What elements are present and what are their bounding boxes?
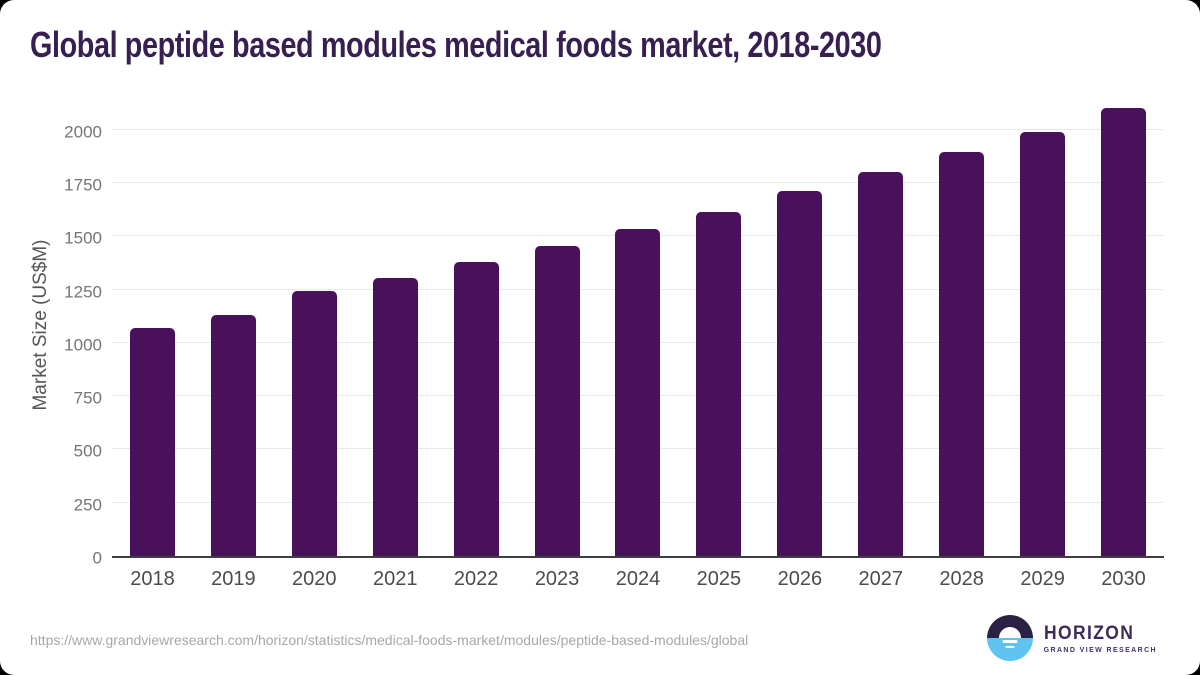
plot-area — [112, 89, 1164, 558]
x-tick-label-2019: 2019 — [211, 568, 256, 590]
y-tick-label-2000: 2000 — [64, 122, 102, 142]
bar-2026 — [777, 191, 823, 556]
bar-2019 — [210, 315, 256, 556]
bar-2024 — [615, 228, 661, 556]
bar-slot-2018 — [112, 89, 193, 556]
x-axis-labels: 2018 2019 2020 2021 2022 2023 2024 2025 2026 2027… — [112, 568, 1164, 591]
bar-slot-2029 — [1002, 89, 1083, 556]
bar-2018 — [129, 327, 175, 556]
logo-subtitle: GRAND VIEW RESEARCH — [1043, 646, 1157, 654]
y-axis-ticks: 0 250 500 750 1000 1250 1500 1750 2000 — [0, 89, 102, 566]
x-tick-label-2018: 2018 — [130, 568, 175, 590]
bar-slot-2028 — [921, 89, 1002, 556]
x-tick-label-2022: 2022 — [453, 568, 499, 590]
gridline-2000 — [112, 128, 1164, 130]
logo-title: HORIZON — [1043, 622, 1134, 644]
chart-title: Global peptide based modules medical foo… — [30, 24, 882, 65]
x-tick-label-2026: 2026 — [777, 568, 823, 590]
bar-2027 — [858, 172, 904, 556]
bar-slot-2030 — [1083, 89, 1164, 556]
x-tick-label-2030: 2030 — [1101, 568, 1146, 590]
bar-2020 — [291, 290, 337, 556]
x-tick-label-2028: 2028 — [939, 568, 984, 590]
gridline-1750 — [112, 181, 1164, 183]
bar-slot-2023 — [517, 89, 598, 556]
bar-slot-2027 — [840, 89, 921, 556]
logo-text: HORIZON GRAND VIEW RESEARCH — [1044, 623, 1157, 654]
y-tick-label-750: 750 — [73, 388, 102, 408]
y-tick-label-1500: 1500 — [64, 228, 102, 248]
bar-slot-2022 — [436, 89, 517, 556]
y-tick-label-500: 500 — [73, 441, 102, 461]
horizon-logo: HORIZON GRAND VIEW RESEARCH — [986, 615, 1157, 661]
source-url: https://www.grandviewresearch.com/horizo… — [30, 632, 749, 648]
x-tick-label-2029: 2029 — [1020, 568, 1065, 590]
y-tick-label-1250: 1250 — [64, 282, 102, 302]
x-tick-label-2023: 2023 — [534, 568, 580, 590]
bar-slot-2020 — [274, 89, 355, 556]
bars-layer — [112, 89, 1164, 556]
x-tick-label-2027: 2027 — [858, 568, 904, 590]
bar-2023 — [534, 245, 580, 556]
bar-2028 — [939, 152, 985, 556]
bar-2029 — [1020, 131, 1066, 556]
bar-slot-2021 — [355, 89, 436, 556]
bar-slot-2024 — [598, 89, 679, 556]
bar-slot-2019 — [193, 89, 274, 556]
bar-2025 — [696, 211, 742, 556]
x-tick-label-2021: 2021 — [372, 568, 418, 590]
bar-slot-2025 — [678, 89, 759, 556]
bar-2021 — [372, 277, 418, 556]
y-tick-label-250: 250 — [73, 495, 102, 515]
bar-slot-2026 — [759, 89, 840, 556]
logo-reflection-line-1 — [1002, 639, 1018, 643]
y-tick-label-0: 0 — [92, 548, 102, 568]
y-tick-label-1000: 1000 — [64, 335, 102, 355]
bar-2022 — [453, 261, 499, 556]
y-tick-label-1750: 1750 — [64, 175, 102, 195]
horizon-logo-icon — [986, 615, 1033, 661]
x-tick-label-2020: 2020 — [292, 568, 337, 590]
x-tick-label-2025: 2025 — [696, 568, 742, 590]
bar-2030 — [1101, 108, 1147, 556]
logo-sun-arch — [998, 627, 1021, 638]
x-tick-label-2024: 2024 — [615, 568, 661, 590]
logo-reflection-line-2 — [1005, 645, 1015, 649]
